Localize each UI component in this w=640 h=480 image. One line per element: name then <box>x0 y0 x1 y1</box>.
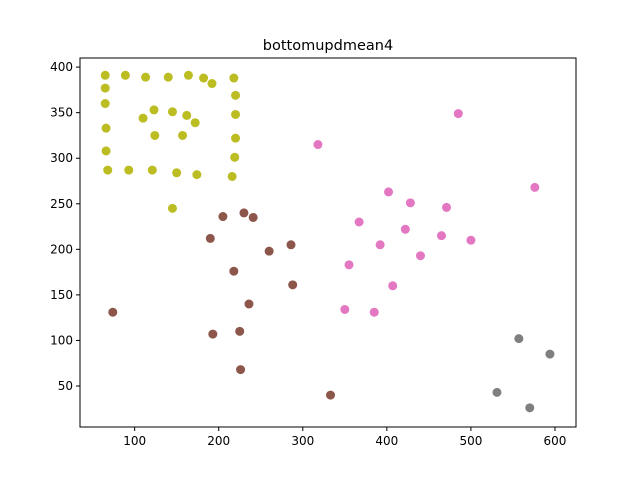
data-point <box>466 235 476 245</box>
data-point <box>172 168 182 178</box>
data-point <box>344 260 354 270</box>
data-point <box>239 208 249 218</box>
y-tick-label: 400 <box>50 60 73 74</box>
data-point <box>163 72 173 82</box>
x-tick-label: 100 <box>123 434 146 448</box>
data-point <box>108 307 118 317</box>
data-point <box>229 266 239 276</box>
data-point <box>183 70 193 80</box>
data-point <box>244 299 254 309</box>
x-tick-label: 400 <box>375 434 398 448</box>
data-point <box>205 233 215 243</box>
x-tick-label: 500 <box>459 434 482 448</box>
data-point <box>525 403 535 413</box>
x-tick-label: 200 <box>207 434 230 448</box>
x-tick-label: 300 <box>291 434 314 448</box>
data-point <box>120 70 130 80</box>
y-tick-label: 300 <box>50 151 73 165</box>
data-point <box>208 329 218 339</box>
y-tick-label: 250 <box>50 197 73 211</box>
data-point <box>100 83 110 93</box>
data-point <box>100 99 110 109</box>
data-point <box>149 105 159 115</box>
points-layer <box>100 70 555 413</box>
y-tick-label: 350 <box>50 106 73 120</box>
data-point <box>229 73 239 83</box>
y-tick-label: 200 <box>50 242 73 256</box>
y-tick-label: 100 <box>50 333 73 347</box>
x-tick-label: 600 <box>544 434 567 448</box>
data-point <box>178 130 188 140</box>
data-point <box>141 72 151 82</box>
data-point <box>218 212 228 222</box>
data-point <box>453 109 463 119</box>
data-point <box>492 387 502 397</box>
data-point <box>150 130 160 140</box>
data-point <box>340 304 350 314</box>
data-point <box>264 246 274 256</box>
data-point <box>167 203 177 213</box>
y-tick-label: 50 <box>58 379 73 393</box>
data-point <box>167 107 177 117</box>
data-point <box>231 109 241 119</box>
data-point <box>124 165 134 175</box>
data-point <box>288 280 298 290</box>
data-point <box>227 171 237 181</box>
data-point <box>514 334 524 344</box>
data-point <box>530 182 540 192</box>
x-axis: 100 200 300 400 500 600 <box>123 427 566 448</box>
data-point <box>354 217 364 227</box>
data-point <box>286 240 296 250</box>
data-point <box>231 90 241 100</box>
data-point <box>199 73 209 83</box>
data-point <box>248 212 258 222</box>
data-point <box>388 281 398 291</box>
data-point <box>545 349 555 359</box>
data-point <box>405 198 415 208</box>
data-point <box>236 365 246 375</box>
data-point <box>100 70 110 80</box>
data-point <box>182 110 192 120</box>
data-point <box>138 113 148 123</box>
data-point <box>326 390 336 400</box>
data-point <box>415 251 425 261</box>
data-point <box>375 240 385 250</box>
y-tick-label: 150 <box>50 288 73 302</box>
chart-title: bottomupdmean4 <box>263 38 393 54</box>
data-point <box>230 152 240 162</box>
data-point <box>369 307 379 317</box>
data-point <box>384 187 394 197</box>
data-point <box>442 202 452 212</box>
data-point <box>207 79 217 89</box>
data-point <box>101 123 111 133</box>
data-point <box>400 224 410 234</box>
plot-frame <box>79 57 577 428</box>
data-point <box>436 231 446 241</box>
data-point <box>147 165 157 175</box>
y-axis: 50 100 150 200 250 300 350 400 <box>50 60 80 393</box>
data-point <box>313 140 323 150</box>
data-point <box>101 146 111 156</box>
data-point <box>103 165 113 175</box>
data-point <box>235 326 245 336</box>
data-point <box>190 118 200 128</box>
data-point <box>192 170 202 180</box>
data-point <box>231 133 241 143</box>
